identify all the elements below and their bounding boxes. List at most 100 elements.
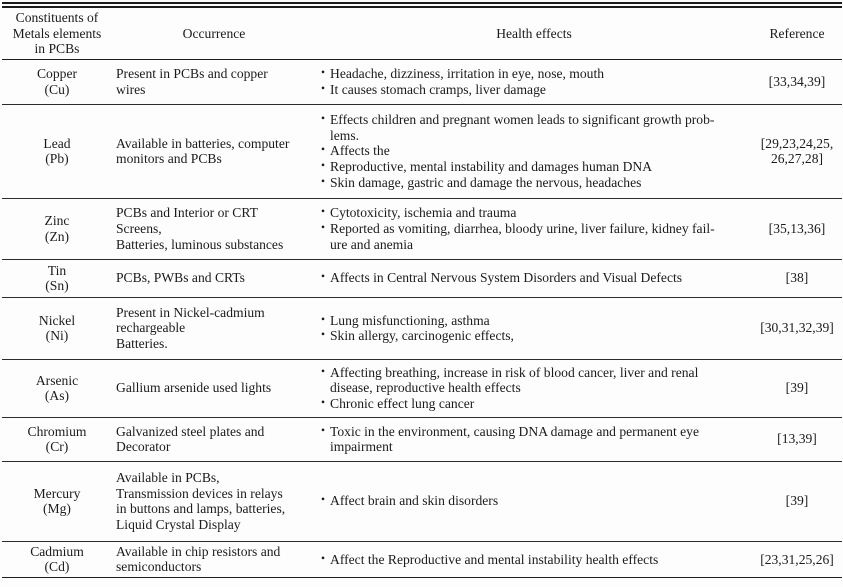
- health-effect-text: Toxic in the environment, causing DNA da…: [330, 423, 699, 455]
- metal-symbol: (Cr): [45, 439, 69, 455]
- metal-name: Arsenic: [35, 372, 79, 388]
- reference-cell: [30,31,32,39]: [760, 320, 834, 336]
- health-effect-text: Skin damage, gastric and damage the nerv…: [330, 174, 642, 190]
- bullet-icon: •: [321, 160, 326, 173]
- header-occurrence: Occurrence: [182, 25, 246, 41]
- table-row: Tin (Sn) PCBs, PWBs and CRTs • Affects in…: [2, 259, 842, 298]
- table-row: Lead (Pb) Available in batteries, comput…: [2, 104, 842, 199]
- metal-cell: Cadmium (Cd): [2, 541, 112, 577]
- health-effects-cell: • Headache, dizziness, irritation in eye,…: [316, 59, 752, 104]
- health-effect-text: Affecting breathing, increase in risk of…: [330, 364, 699, 396]
- health-effect-item: • Affect brain and skin disorders: [321, 493, 748, 509]
- health-effect-text: Skin allergy, carcinogenic effects,: [330, 328, 514, 344]
- occurrence-cell: Available in chip resistors and semicond…: [116, 543, 281, 575]
- health-effects-cell: • Effects children and pregnant women lea…: [316, 104, 752, 198]
- bullet-icon: •: [321, 206, 326, 219]
- health-effects-cell: • Affects in Central Nervous System Disor…: [316, 259, 752, 297]
- health-effect-text: Headache, dizziness, irritation in eye, …: [330, 66, 605, 82]
- occurrence-cell: Present in PCBs and copper wires: [116, 66, 268, 97]
- occurrence-cell: Gallium arsenide used lights: [116, 380, 272, 396]
- health-effect-text: Chronic effect lung cancer: [330, 396, 475, 412]
- occurrence-cell: Available in batteries, computer monitor…: [116, 135, 290, 167]
- metals-health-effects-table: Constituents of Metals elements in PCBs …: [2, 2, 842, 578]
- bullet-icon: •: [321, 82, 326, 95]
- reference-cell: [39]: [785, 380, 809, 396]
- health-effect-item: • Affects the: [321, 143, 748, 159]
- table-row: Mercury (Mg) Available in PCBs, Transmis…: [2, 461, 842, 542]
- table-row: Chromium (Cr) Galvanized steel plates an…: [2, 417, 842, 462]
- health-effects-cell: • Affect brain and skin disorders: [316, 461, 752, 541]
- health-effect-text: Affect brain and skin disorders: [330, 493, 499, 509]
- health-effect-text: Reported as vomiting, diarrhea, bloody u…: [330, 220, 715, 252]
- table-row: Zinc (Zn) PCBs and Interior or CRT Scree…: [2, 198, 842, 260]
- reference-cell: [39]: [785, 493, 809, 509]
- bullet-icon: •: [321, 113, 326, 126]
- health-effect-item: • Affects in Central Nervous System Disor…: [321, 270, 748, 286]
- header-health-effects: Health effects: [496, 25, 572, 41]
- occurrence-cell: Galvanized steel plates and Decorator: [116, 423, 265, 455]
- bullet-icon: •: [321, 424, 326, 437]
- header-constituents: Constituents of Metals elements in PCBs: [12, 10, 102, 57]
- health-effect-text: Lung misfunctioning, asthma: [330, 312, 490, 328]
- bullet-icon: •: [321, 221, 326, 234]
- health-effects-cell: • Affect the Reproductive and mental inst…: [316, 541, 752, 577]
- bullet-icon: •: [321, 144, 326, 157]
- metal-name: Mercury: [33, 485, 81, 501]
- health-effects-cell: • Toxic in the environment, causing DNA d…: [316, 417, 752, 461]
- bullet-icon: •: [321, 67, 326, 80]
- reference-cell: [29,23,24,25, 26,27,28]: [760, 135, 834, 167]
- occurrence-cell: PCBs, PWBs and CRTs: [116, 270, 245, 286]
- metal-name: Zinc: [44, 213, 70, 229]
- health-effect-item: • Skin allergy, carcinogenic effects,: [321, 328, 748, 344]
- health-effect-item: • Effects children and pregnant women lea…: [321, 112, 748, 143]
- metal-cell: Nickel (Ni): [2, 297, 112, 359]
- health-effects-cell: • Cytotoxicity, ischemia and trauma • Repor…: [316, 198, 752, 259]
- metal-symbol: (As): [44, 388, 70, 404]
- metal-symbol: (Mg): [43, 501, 71, 517]
- bullet-icon: •: [321, 175, 326, 188]
- health-effect-text: Cytotoxicity, ischemia and trauma: [330, 205, 517, 221]
- bullet-icon: •: [321, 552, 326, 565]
- metal-cell: Copper (Cu): [2, 59, 112, 104]
- metal-name: Copper: [36, 66, 78, 82]
- occurrence-cell: Available in PCBs, Transmission devices …: [116, 470, 286, 532]
- metal-symbol: (Cu): [44, 81, 70, 97]
- table-row: Nickel (Ni) Present in Nickel-cadmium re…: [2, 297, 842, 360]
- table-row: Copper (Cu) Present in PCBs and copper w…: [2, 59, 842, 105]
- health-effect-text: It causes stomach cramps, liver damage: [330, 81, 546, 97]
- health-effect-text: Affects the: [330, 143, 390, 159]
- metal-symbol: (Ni): [45, 328, 69, 344]
- metal-cell: Zinc (Zn): [2, 198, 112, 259]
- health-effects-cell: • Affecting breathing, increase in risk o…: [316, 359, 752, 417]
- bullet-icon: •: [321, 397, 326, 410]
- bullet-icon: •: [321, 494, 326, 507]
- bullet-icon: •: [321, 313, 326, 326]
- metal-name: Nickel: [38, 312, 76, 328]
- health-effects-cell: • Lung misfunctioning, asthma • Skin allerg…: [316, 297, 752, 359]
- reference-cell: [13,39]: [777, 431, 817, 447]
- health-effect-item: • Reproductive, mental instability and da…: [321, 159, 748, 175]
- health-effect-item: • Cytotoxicity, ischemia and trauma: [321, 205, 748, 221]
- metal-name: Lead: [43, 135, 71, 151]
- health-effect-item: • Chronic effect lung cancer: [321, 396, 748, 412]
- bullet-icon: •: [321, 365, 326, 378]
- metal-symbol: (Pb): [45, 151, 69, 167]
- metal-symbol: (Zn): [44, 228, 70, 244]
- occurrence-cell: Present in Nickel-cadmium rechargeable B…: [116, 304, 265, 352]
- bullet-icon: •: [321, 271, 326, 284]
- metal-symbol: (Cd): [44, 559, 70, 575]
- reference-cell: [38]: [785, 270, 809, 286]
- health-effect-text: Affects in Central Nervous System Disord…: [330, 270, 683, 286]
- bullet-icon: •: [321, 329, 326, 342]
- health-effect-text: Affect the Reproductive and mental insta…: [330, 551, 659, 567]
- metal-cell: Tin (Sn): [2, 259, 112, 297]
- occurrence-cell: PCBs and Interior or CRT Screens, Batter…: [116, 205, 284, 252]
- reference-cell: [33,34,39]: [768, 73, 826, 89]
- health-effect-item: • Reported as vomiting, diarrhea, bloody …: [321, 221, 748, 252]
- metal-symbol: (Sn): [45, 278, 69, 294]
- reference-cell: [23,31,25,26]: [760, 551, 834, 567]
- health-effect-item: • Skin damage, gastric and damage the ner…: [321, 175, 748, 191]
- health-effect-text: Effects children and pregnant women lead…: [330, 112, 715, 143]
- metal-cell: Mercury (Mg): [2, 461, 112, 541]
